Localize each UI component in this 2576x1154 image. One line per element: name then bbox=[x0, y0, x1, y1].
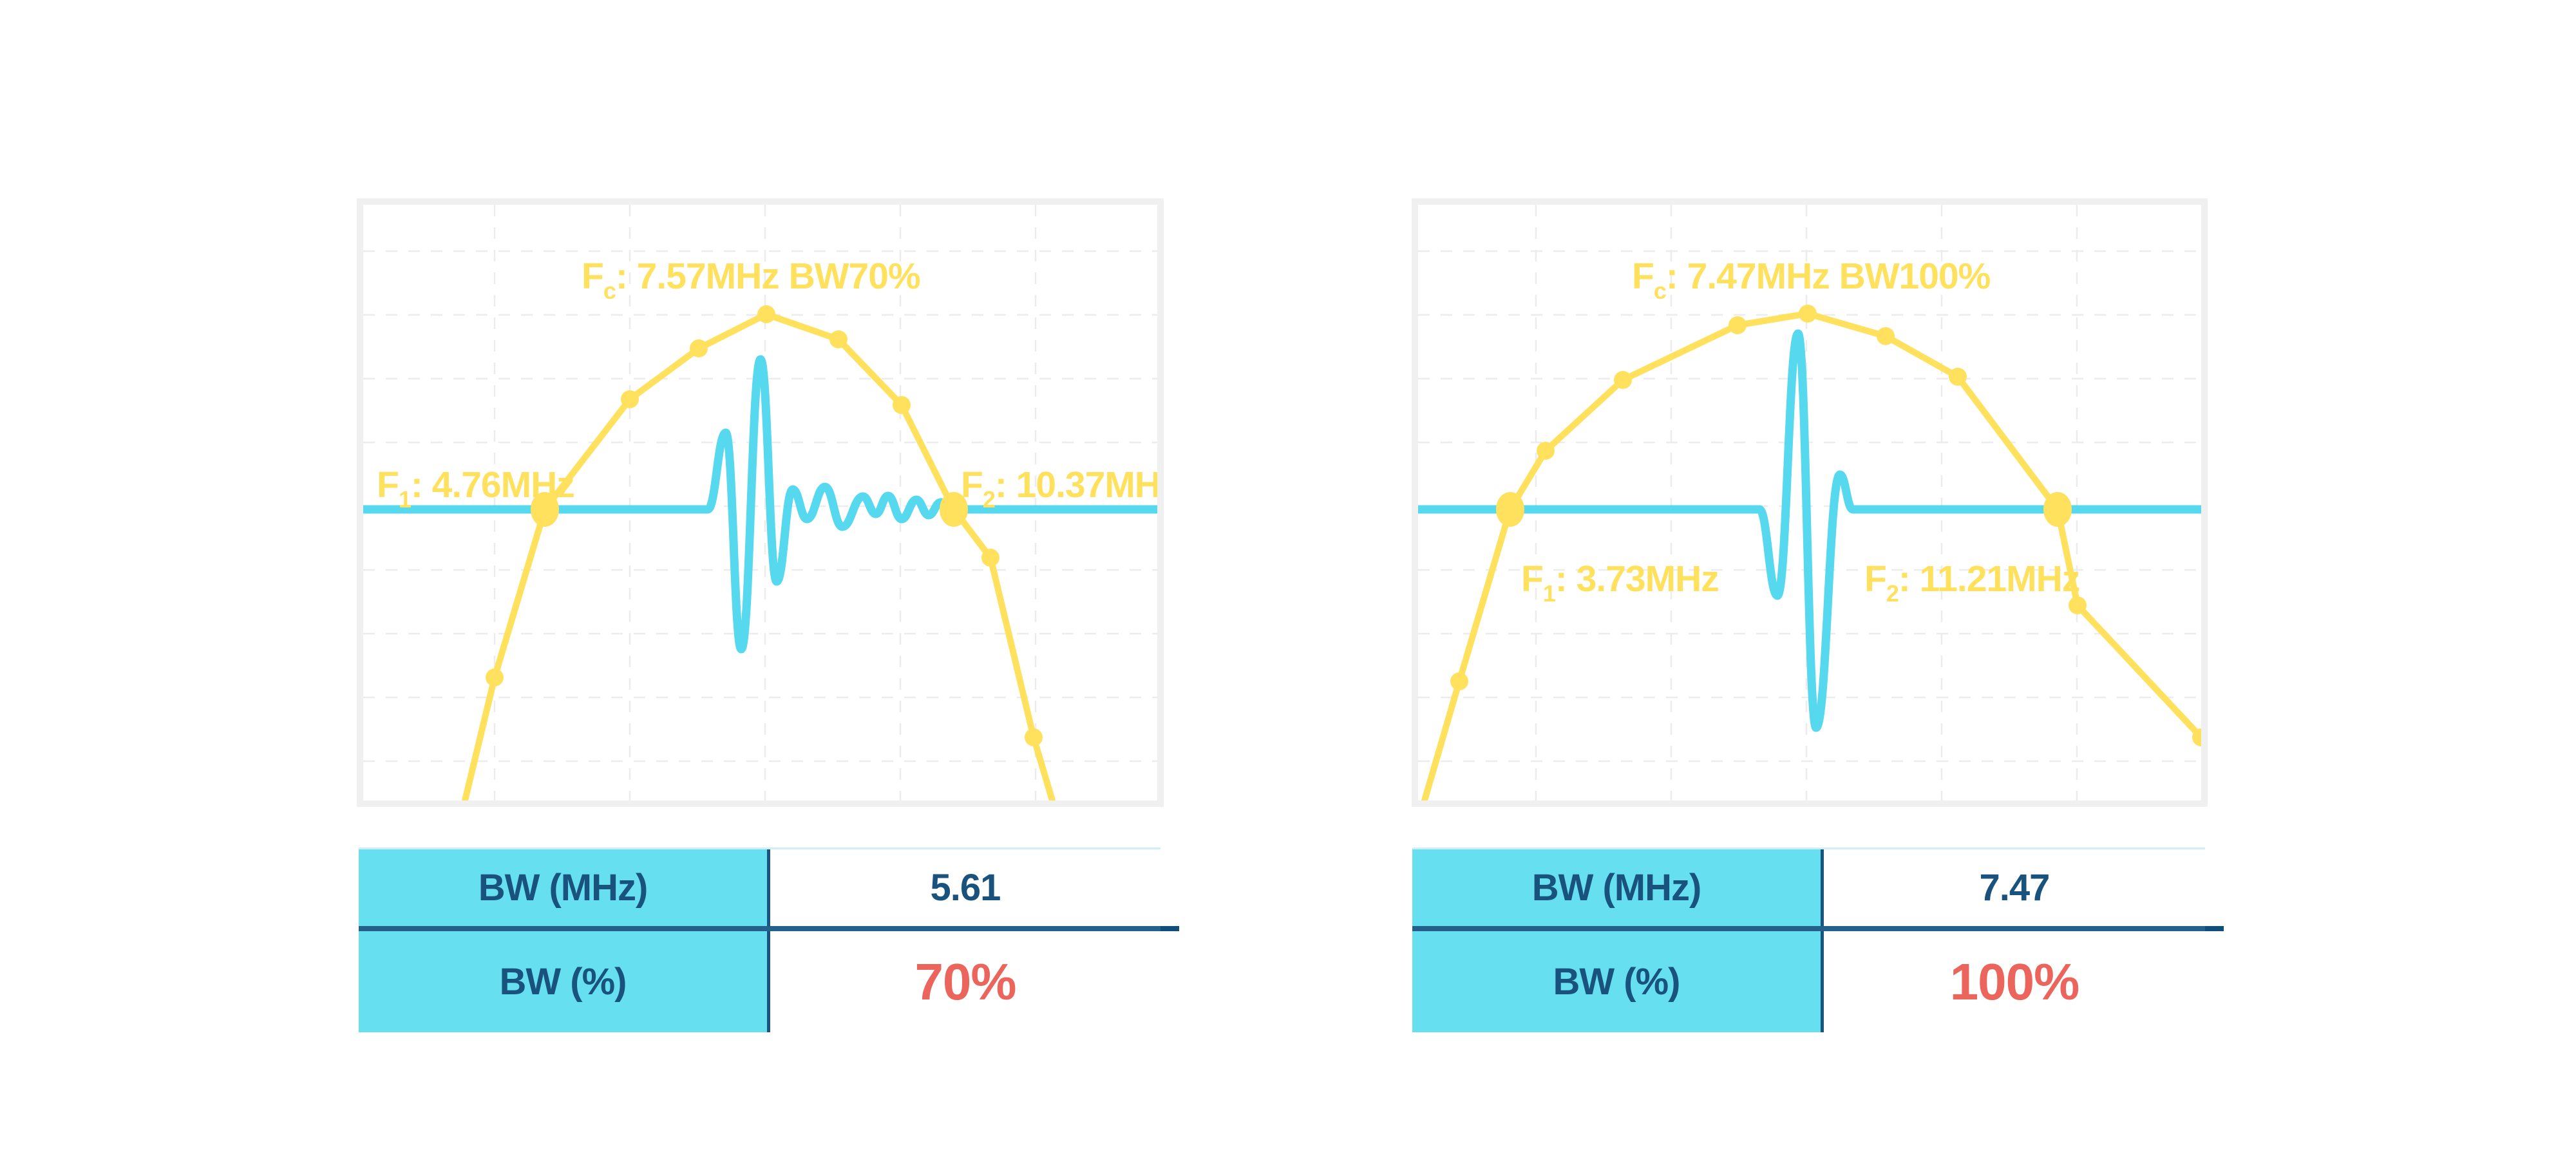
data-point-marker bbox=[1025, 728, 1043, 746]
bw-pct-value-cell: 100% bbox=[1949, 952, 2080, 1010]
bandwidth-crossing-marker bbox=[2043, 492, 2072, 527]
right-chart-plot: Fc: 7.47MHz BW100% F1: 3.73MHz F2: 11.21… bbox=[1418, 205, 2201, 800]
data-point-marker bbox=[981, 549, 999, 567]
bandwidth-crossing-marker bbox=[1496, 492, 1524, 527]
right-chart-frame: Fc: 7.47MHz BW100% F1: 3.73MHz F2: 11.21… bbox=[1412, 198, 2208, 807]
table-row: BW (%) 100% bbox=[1412, 931, 2205, 1032]
left-chart-frame: Fc: 7.57MHz BW70% F1: 4.76MHz F2: 10.37M… bbox=[357, 198, 1164, 807]
right-f1-label: F1: 3.73MHz bbox=[1521, 558, 1719, 607]
right-f2-label: F2: 11.21MHz bbox=[1864, 558, 2079, 607]
data-point-marker bbox=[1877, 327, 1895, 345]
left-f2-label: F2: 10.37MHz bbox=[961, 464, 1157, 513]
left-pulse-waveform bbox=[363, 355, 1157, 654]
right-chart-title: Fc: 7.47MHz BW100% bbox=[1632, 256, 1991, 304]
data-point-marker bbox=[1450, 672, 1468, 690]
data-point-marker bbox=[1949, 368, 1967, 386]
bw-mhz-value-cell: 7.47 bbox=[1979, 867, 2050, 909]
bw-mhz-label-cell: BW (MHz) bbox=[359, 849, 770, 926]
right-chart-drawing bbox=[1418, 205, 2201, 800]
data-point-marker bbox=[757, 305, 775, 323]
data-point-marker bbox=[486, 668, 504, 686]
data-point-marker bbox=[690, 339, 708, 357]
table-row: BW (MHz) 5.61 bbox=[359, 849, 1160, 926]
bw-pct-label-cell: BW (%) bbox=[1412, 931, 1824, 1032]
table-divider-line bbox=[359, 926, 1179, 931]
table-row: BW (%) 70% bbox=[359, 931, 1160, 1032]
right-spectrum-markers bbox=[1450, 305, 2201, 746]
bw-pct-label-cell: BW (%) bbox=[359, 931, 770, 1032]
bandwidth-crossing-marker bbox=[531, 492, 559, 527]
left-spectrum-markers bbox=[486, 305, 1043, 746]
data-point-marker bbox=[893, 396, 911, 414]
data-point-marker bbox=[829, 330, 848, 348]
left-f1-label: F1: 4.76MHz bbox=[377, 464, 574, 513]
table-row: BW (MHz) 7.47 bbox=[1412, 849, 2205, 926]
left-spectrum-curve bbox=[462, 311, 1056, 800]
left-chart-plot: Fc: 7.57MHz BW70% F1: 4.76MHz F2: 10.37M… bbox=[363, 205, 1157, 800]
data-point-marker bbox=[1614, 371, 1632, 389]
right-bw-table: BW (MHz) 7.47 BW (%) 100% bbox=[1412, 847, 2224, 1032]
left-chart-drawing bbox=[363, 205, 1157, 800]
bw-pct-value-cell: 70% bbox=[914, 952, 1016, 1010]
data-point-marker bbox=[1799, 305, 1817, 323]
data-point-marker bbox=[2192, 728, 2201, 746]
bandwidth-crossing-marker bbox=[940, 492, 968, 527]
data-point-marker bbox=[1728, 316, 1747, 334]
left-bw-table: BW (MHz) 5.61 BW (%) 70% bbox=[359, 847, 1179, 1032]
right-pulse-waveform bbox=[1418, 329, 2201, 732]
table-divider-line bbox=[1412, 926, 2224, 931]
data-point-marker bbox=[1537, 442, 1555, 460]
left-chart-title: Fc: 7.57MHz BW70% bbox=[582, 256, 920, 304]
data-point-marker bbox=[2069, 596, 2087, 614]
data-point-marker bbox=[621, 390, 639, 408]
bw-mhz-value-cell: 5.61 bbox=[930, 867, 1001, 909]
bw-mhz-label-cell: BW (MHz) bbox=[1412, 849, 1824, 926]
